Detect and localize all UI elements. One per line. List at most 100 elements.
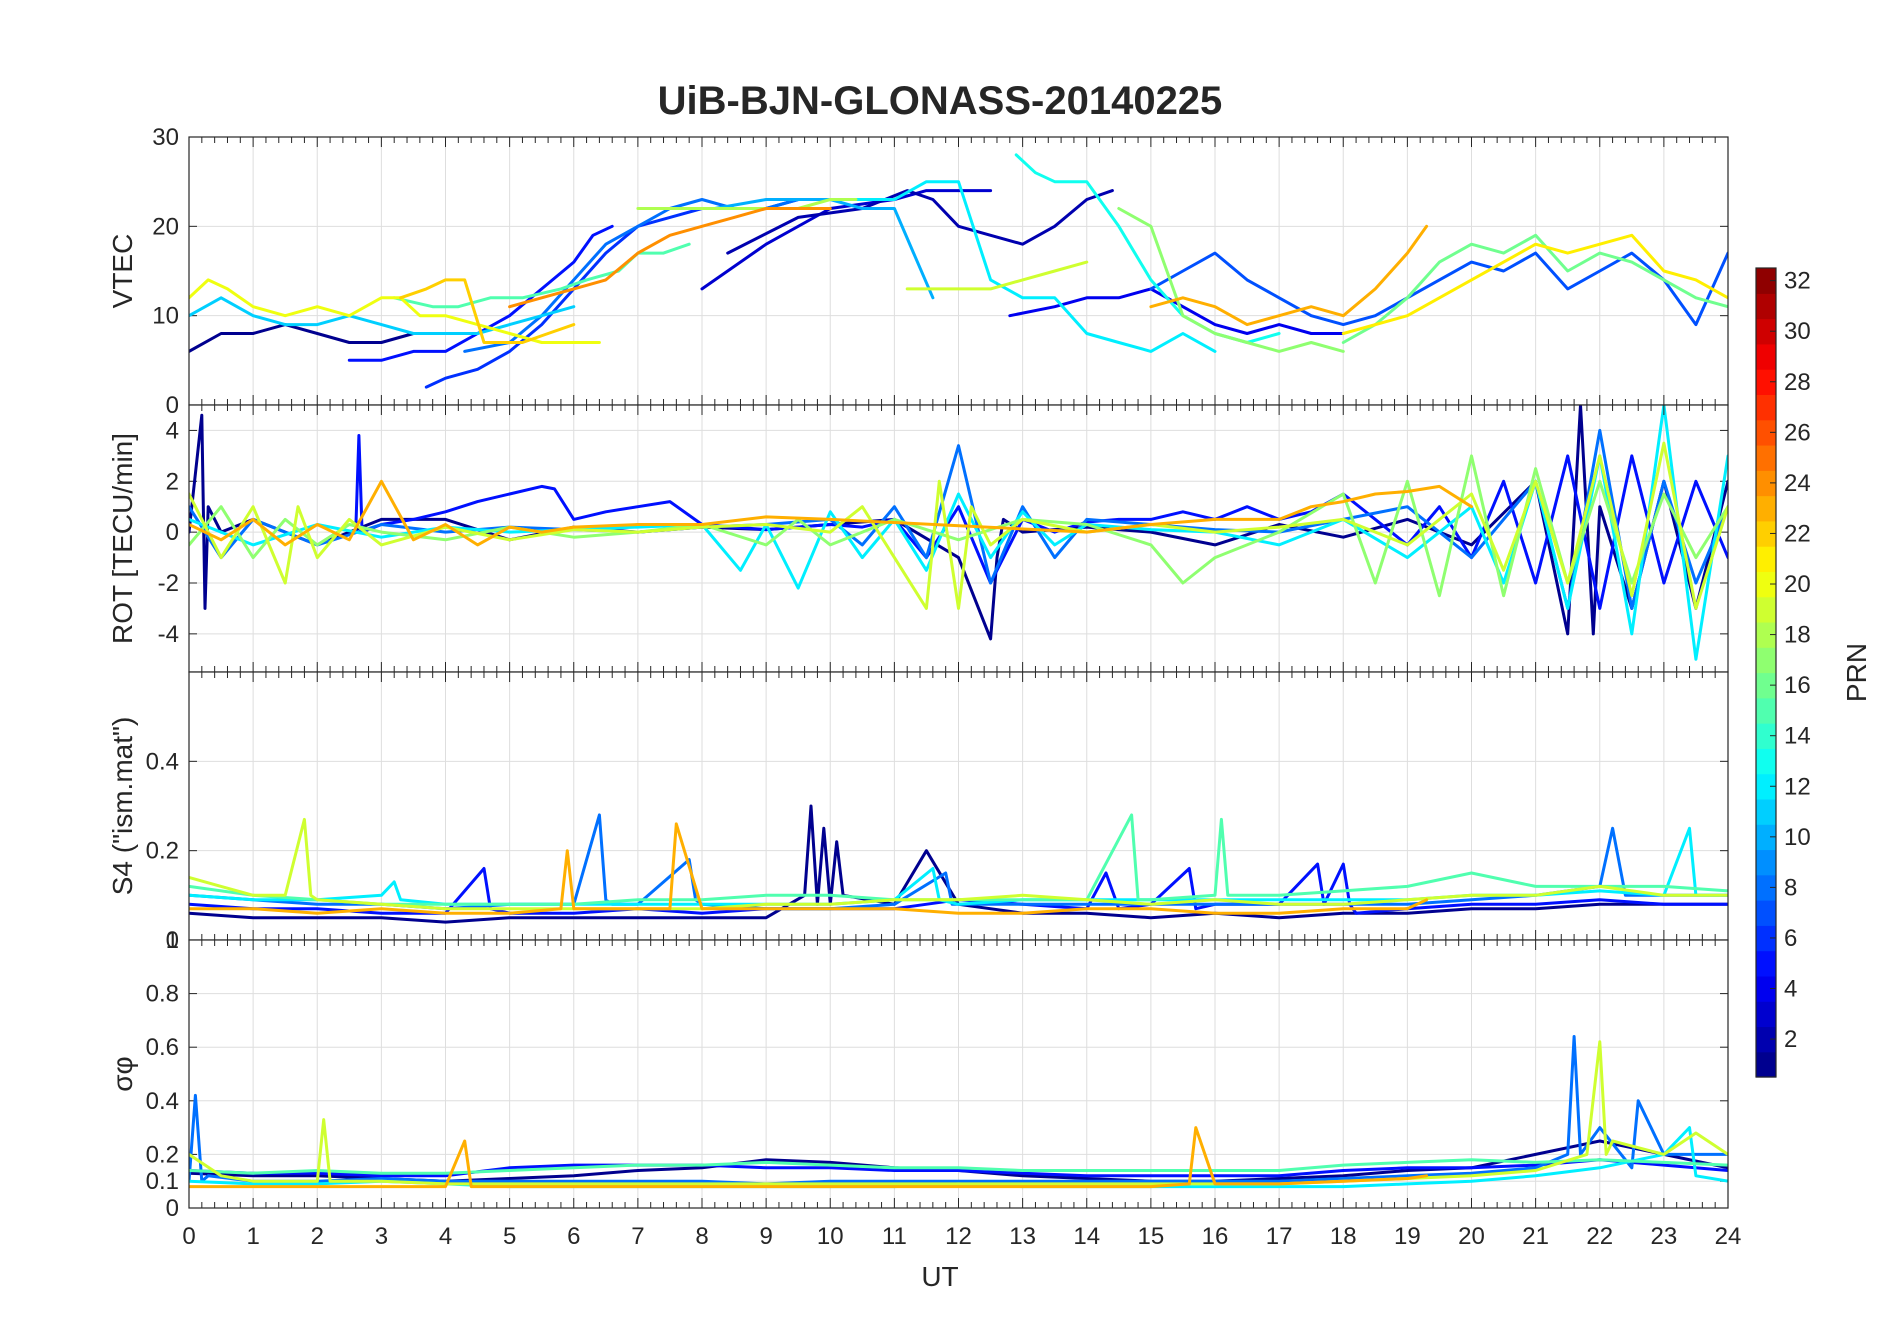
x-tick-label: 23	[1651, 1223, 1678, 1250]
x-tick-label: 10	[817, 1223, 844, 1250]
colorbar-segment	[1756, 1026, 1776, 1053]
colorbar-segment	[1756, 798, 1776, 825]
x-tick-label: 3	[375, 1223, 388, 1250]
colorbar-tick-label: 22	[1784, 520, 1811, 547]
colorbar-tick-label: 6	[1784, 925, 1797, 952]
y-tick-label: 0.8	[146, 981, 179, 1008]
trace-prn-19	[189, 1040, 1728, 1186]
colorbar-segment	[1756, 369, 1776, 396]
x-tick-label: 20	[1458, 1223, 1485, 1250]
panel-1: 0 10 20 30 VTEC	[107, 124, 1729, 419]
colorbar-tick-label: 16	[1784, 672, 1811, 699]
trace-prn-15	[392, 242, 691, 309]
traces	[189, 1035, 1728, 1189]
colorbar-tick-label: 2	[1784, 1026, 1797, 1053]
colorbar-frame	[1755, 267, 1777, 1078]
x-tick-label: 8	[695, 1223, 708, 1250]
colorbar-segment	[1756, 571, 1776, 598]
colorbar-segment	[1756, 900, 1776, 926]
colorbar-segment	[1756, 495, 1776, 522]
colorbar-segment	[1756, 268, 1776, 294]
trace-prn-5	[347, 224, 614, 362]
trace-prn-19	[189, 441, 1728, 610]
x-tick-label: 0	[182, 1223, 195, 1250]
colorbar-tick-label: 20	[1784, 571, 1811, 598]
trace-prn-15	[189, 1158, 1728, 1175]
y-tick-label: 10	[152, 303, 179, 330]
y-tick-label: 0.2	[146, 838, 179, 865]
trace-prn-12	[828, 180, 1217, 353]
x-tick-label: 13	[1009, 1223, 1036, 1250]
colorbar-segment	[1756, 621, 1776, 648]
y-tick-label: 20	[152, 213, 179, 240]
x-tick-label: 1	[246, 1223, 259, 1250]
colorbar-segment	[1756, 723, 1776, 749]
trace-prn-17	[1117, 207, 1345, 353]
colorbar-tick-label: 26	[1784, 419, 1811, 446]
x-tick-label: 22	[1586, 1223, 1613, 1250]
y-tick-label: 0.2	[146, 1141, 179, 1168]
y-axis-label: VTEC	[107, 234, 138, 309]
panel-3: 0 0.2 0.4 S4 ("ism.mat")	[107, 671, 1729, 954]
y-tick-label: 0.4	[146, 1088, 179, 1115]
chart-title: UiB-BJN-GLONASS-20140225	[658, 79, 1223, 123]
traces	[189, 804, 1728, 924]
trace-prn-11	[189, 296, 576, 335]
x-tick-label: 21	[1522, 1223, 1549, 1250]
x-tick-label: 7	[631, 1223, 644, 1250]
colorbar-segment	[1756, 444, 1776, 471]
x-tick-label: 19	[1394, 1223, 1421, 1250]
colorbar-segment	[1756, 773, 1776, 800]
x-tick-label: 18	[1330, 1223, 1357, 1250]
y-tick-label: 0	[166, 392, 179, 419]
colorbar-segment	[1756, 874, 1776, 901]
colorbar-tick-label: 4	[1784, 976, 1797, 1003]
trace-prn-23	[189, 822, 1429, 915]
colorbar-segment	[1756, 849, 1776, 876]
colorbar-segment	[1756, 596, 1776, 623]
colorbar-tick-label: 14	[1784, 723, 1811, 750]
trace-prn-21	[1341, 233, 1728, 335]
colorbar-segment	[1756, 546, 1776, 572]
trace-prn-23	[189, 479, 1473, 547]
x-tick-label: 17	[1266, 1223, 1293, 1250]
y-tick-label: 4	[166, 417, 179, 444]
y-axis-label: S4 ("ism.mat")	[107, 717, 138, 896]
x-tick-label: 9	[759, 1223, 772, 1250]
x-tick-label: 11	[882, 1223, 907, 1250]
x-tick-label: 16	[1202, 1223, 1229, 1250]
y-tick-label: -2	[158, 570, 179, 597]
y-tick-label: 0.4	[146, 748, 179, 775]
colorbar-tick-label: 28	[1784, 369, 1811, 396]
trace-prn-24	[508, 207, 832, 309]
trace-prn-1	[189, 323, 447, 353]
panel-2: -4 -2 0 2 4 ROT [TECU/min]	[107, 404, 1729, 673]
trace-prn-20	[189, 278, 601, 344]
colorbar-segment	[1756, 318, 1776, 345]
colorbar-tick-label: 30	[1784, 318, 1811, 345]
y-axis-label: σφ	[107, 1056, 138, 1091]
trace-prn-19	[905, 260, 1089, 291]
y-tick-label: 2	[166, 468, 179, 495]
colorbar-segment	[1756, 672, 1776, 699]
colorbar-segment	[1756, 293, 1776, 320]
axes-box	[188, 939, 1729, 1209]
y-tick-label: -4	[158, 621, 179, 648]
colorbar-segment	[1756, 1001, 1776, 1028]
colorbar-segment	[1756, 824, 1776, 851]
traces	[189, 405, 1728, 661]
trace-prn-5	[189, 1158, 1728, 1178]
traces	[189, 153, 1728, 389]
trace-prn-5	[189, 862, 1728, 915]
trace-prn-4	[1008, 287, 1345, 335]
x-axis: 0 1 2 3 4 5 6 7 8 9 10 11 12 13 14 15 16 17 18 19 20 21 22 23 24	[182, 1223, 1741, 1250]
y-tick-label: 0	[166, 927, 179, 954]
colorbar-segment	[1756, 343, 1776, 370]
trace-prn-1	[189, 804, 1728, 924]
colorbar-tick-label: 24	[1784, 470, 1811, 497]
colorbar-segment	[1756, 925, 1776, 952]
x-tick-label: 15	[1138, 1223, 1165, 1250]
colorbar-tick-label: 18	[1784, 622, 1811, 649]
